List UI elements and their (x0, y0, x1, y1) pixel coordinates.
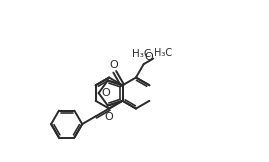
Text: O: O (101, 88, 110, 98)
Text: O: O (109, 60, 118, 70)
Text: H₃C: H₃C (154, 48, 172, 58)
Text: H₃C: H₃C (132, 49, 151, 59)
Text: O: O (144, 52, 153, 63)
Text: O: O (105, 112, 114, 122)
